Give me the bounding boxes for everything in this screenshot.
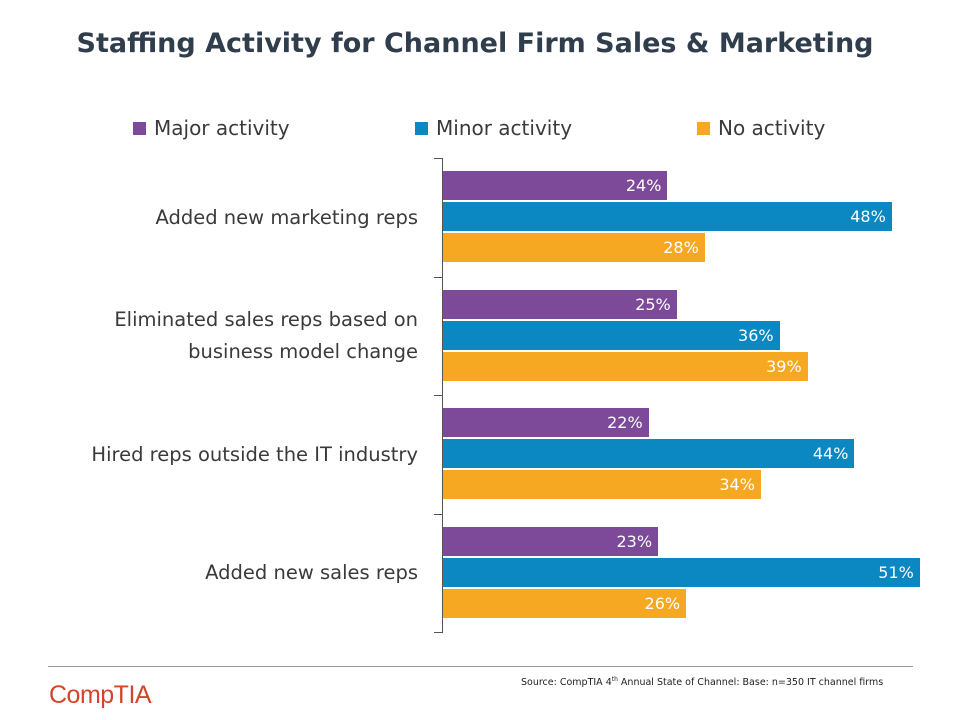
legend-swatch [415, 122, 428, 135]
data-label: 51% [878, 562, 914, 582]
data-label: 26% [644, 593, 681, 613]
category-label: Hired reps outside the IT industry [91, 442, 418, 466]
category-label: Added new marketing reps [155, 205, 418, 229]
data-label: 44% [812, 444, 849, 463]
logo-text: CompTIA [49, 681, 152, 709]
bar [443, 289, 677, 319]
bar [443, 408, 649, 437]
legend-swatch [133, 122, 146, 135]
legend-item-no-activity: No activity [697, 116, 825, 140]
bar [443, 470, 761, 499]
data-label: 34% [719, 475, 755, 494]
bar [443, 171, 668, 200]
bar [443, 526, 659, 556]
bar [443, 588, 687, 618]
comptia-logo: CompTIA. [49, 681, 153, 710]
y-axis-line [442, 158, 443, 633]
data-label: 23% [616, 531, 653, 551]
legend-item-major-activity: Major activity [133, 116, 290, 140]
bar [443, 233, 705, 262]
source-prefix: Source: CompTIA 4 [521, 677, 612, 689]
data-label: 48% [850, 207, 886, 226]
legend-swatch [697, 122, 710, 135]
source-superscript: th [611, 676, 618, 683]
category-label: Added new sales reps [205, 561, 418, 584]
logo-mark: . [151, 697, 153, 704]
bar [443, 320, 780, 350]
data-label: 24% [625, 176, 662, 195]
data-label: 28% [663, 238, 699, 257]
category-label: Eliminated sales reps based on business m… [114, 308, 418, 363]
legend-label: No activity [718, 116, 826, 140]
chart-title: Staffing Activity for Channel Firm Sales… [76, 28, 874, 59]
legend-label: Minor activity [436, 116, 573, 140]
data-label: 25% [635, 294, 671, 314]
legend-label: Major activity [154, 116, 290, 140]
data-label: 36% [738, 325, 774, 345]
axis-tick [434, 158, 442, 159]
bar [443, 439, 855, 468]
axis-tick [434, 632, 442, 633]
bar [443, 202, 892, 231]
source-note: Source: CompTIA 4th Annual State of Chan… [521, 676, 883, 688]
data-label: 22% [607, 413, 643, 432]
source-suffix: Annual State of Channel: Base: n=350 IT … [617, 677, 884, 689]
footer-divider [48, 666, 913, 667]
legend-item-minor-activity: Minor activity [415, 116, 572, 140]
bar [443, 557, 920, 587]
axis-tick [434, 513, 442, 515]
axis-tick [434, 395, 442, 396]
data-label: 39% [766, 356, 802, 376]
axis-tick [434, 276, 442, 278]
bar [443, 351, 808, 381]
